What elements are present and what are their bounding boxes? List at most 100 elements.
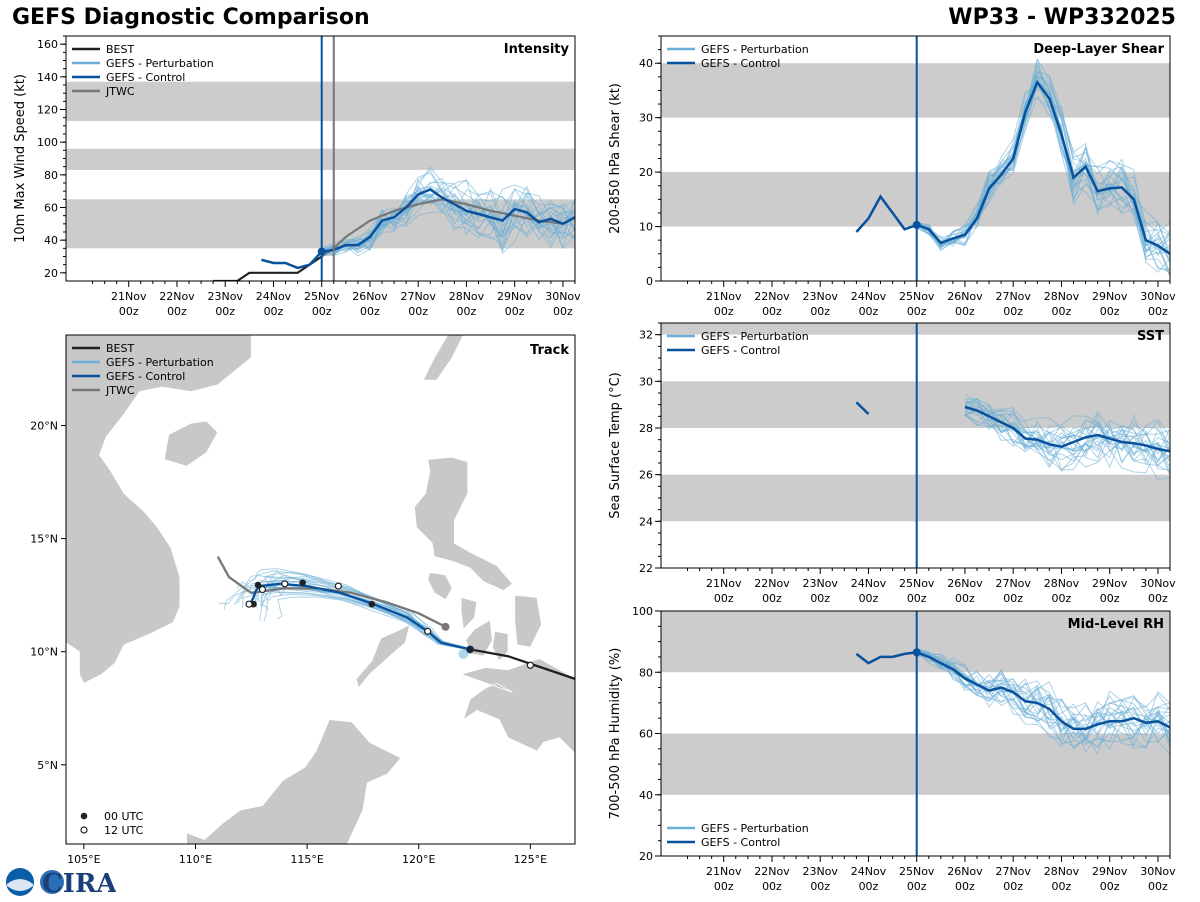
x-tick-label-date: 22Nov [754,577,790,590]
perturbation-line [321,210,575,251]
y-tick-label: 20 [639,166,653,179]
band-1 [661,381,1170,428]
x-tick-label-date: 24Nov [851,290,887,303]
land-10 [459,658,575,755]
x-tick-label-hour: 00z [264,305,284,318]
track-line-best [469,648,575,680]
x-tick-label-date: 30Nov [1140,290,1176,303]
position-12utc [258,585,267,594]
x-tick-label-date: 30Nov [1140,865,1176,878]
x-tick-label-hour: 00z [505,305,525,318]
x-tick-label-hour: 00z [810,305,830,318]
x-tick-label-hour: 00z [810,880,830,893]
x-tick-label-date: 23Nov [802,577,838,590]
perturbation-line [916,649,1170,731]
x-tick-label-hour: 00z [955,880,975,893]
lon-tick-label: 110°E [179,853,212,866]
land-9 [355,623,411,689]
x-tick-label-hour: 00z [553,305,573,318]
legend-label: GEFS - Perturbation [701,330,809,343]
legend-label: JTWC [105,384,135,397]
x-tick-label-hour: 00z [1052,592,1072,605]
position-00utc [254,581,262,589]
panel-title: Deep-Layer Shear [1033,42,1164,57]
y-tick-label: 10 [639,221,653,234]
lat-tick-label: 5°N [37,759,58,772]
plot-area [661,611,1170,795]
x-tick-label-hour: 00z [1003,305,1023,318]
y-tick-label: 100 [632,605,653,618]
land-2 [422,335,464,381]
position-12utc [526,661,534,669]
perturbation-line [964,406,1170,472]
position-12utc [334,582,342,590]
map-area [66,335,575,844]
x-tick-label-hour: 00z [119,305,139,318]
position-12utc [424,627,432,635]
land-1 [163,420,219,467]
x-tick-label-hour: 00z [714,880,734,893]
x-tick-label-date: 23Nov [802,290,838,303]
y-tick-label: 40 [639,789,653,802]
storm-id-title: WP33 - WP332025 [948,5,1176,30]
band-0 [661,474,1170,522]
legend-label: GEFS - Control [701,344,780,357]
x-tick-label-date: 21Nov [706,290,742,303]
position-00utc [368,600,376,608]
x-tick-label-hour: 00z [859,880,879,893]
perturbation-line [964,398,1170,464]
x-tick-label-hour: 00z [1003,592,1023,605]
legend-label: GEFS - Perturbation [106,356,214,369]
x-tick-label-date: 26Nov [947,577,983,590]
x-tick-label-hour: 00z [1148,592,1168,605]
jtwc-start-marker [441,622,450,631]
x-tick-label-date: 23Nov [802,865,838,878]
x-tick-label-date: 28Nov [1044,577,1080,590]
x-tick-label-date: 28Nov [449,290,485,303]
x-tick-label-hour: 00z [1003,880,1023,893]
lon-tick-label: 120°E [402,853,435,866]
x-tick-label-hour: 00z [714,305,734,318]
y-tick-label: 0 [646,275,653,288]
y-tick-label: 60 [44,202,58,215]
legend-label: GEFS - Perturbation [106,57,214,70]
legend-marker-00utc [80,812,88,820]
plot-area [66,81,575,281]
lat-tick-label: 10°N [30,646,58,659]
y-tick-label: 140 [37,71,58,84]
x-tick-label-hour: 00z [167,305,187,318]
lat-tick-label: 20°N [30,419,58,432]
x-tick-label-hour: 00z [762,592,782,605]
series-line-best [213,255,323,281]
panel-title: Intensity [504,42,570,57]
x-tick-label-date: 27Nov [995,865,1031,878]
y-axis-label: 200-850 hPa Shear (kt) [608,83,623,234]
x-tick-label-date: 30Nov [1140,577,1176,590]
legend-label-12utc: 12 UTC [104,824,144,837]
x-tick-label-date: 27Nov [995,290,1031,303]
y-tick-label: 120 [37,104,58,117]
x-tick-label-hour: 00z [408,305,428,318]
x-tick-label-hour: 00z [714,592,734,605]
y-tick-label: 80 [44,169,58,182]
x-tick-label-hour: 00z [1100,305,1120,318]
x-tick-label-date: 29Nov [497,290,533,303]
x-tick-label-date: 25Nov [899,290,935,303]
perturbation-line [964,414,1170,476]
x-tick-label-date: 29Nov [1092,577,1128,590]
y-axis-label: Sea Surface Temp (°C) [608,372,623,519]
perturbation-line [916,647,1170,744]
x-tick-label-hour: 00z [1100,592,1120,605]
x-tick-label-date: 23Nov [207,290,243,303]
y-tick-label: 24 [639,515,653,528]
x-tick-label-hour: 00z [312,305,332,318]
x-tick-label-hour: 00z [810,592,830,605]
position-00utc [466,646,474,653]
x-tick-label-date: 21Nov [111,290,147,303]
map-frame [65,334,576,845]
legend-label: GEFS - Perturbation [701,43,809,56]
y-tick-label: 20 [44,267,58,280]
series-line-gefs-control [855,401,870,415]
figure-title: GEFS Diagnostic Comparison [12,5,370,30]
